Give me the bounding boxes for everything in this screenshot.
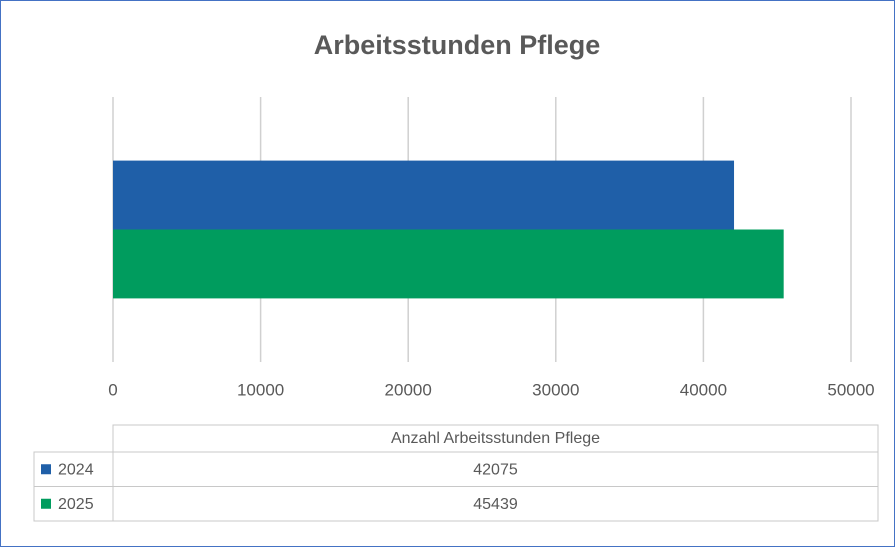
chart-title: Arbeitsstunden Pflege xyxy=(314,30,601,60)
bar xyxy=(113,160,735,230)
legend-label: 2024 xyxy=(58,461,94,478)
legend-label: 2025 xyxy=(58,496,94,513)
x-tick-label: 10000 xyxy=(237,380,284,399)
table-value: 42075 xyxy=(473,461,518,478)
x-tick-label: 30000 xyxy=(532,380,579,399)
legend-key xyxy=(41,498,51,509)
x-tick-label: 0 xyxy=(108,380,117,399)
x-tick-label: 20000 xyxy=(385,380,432,399)
table-value: 45439 xyxy=(473,496,518,513)
x-tick-label: 40000 xyxy=(680,380,727,399)
legend-key xyxy=(41,464,51,475)
x-tick-label: 50000 xyxy=(827,380,874,399)
table-header: Anzahl Arbeitsstunden Pflege xyxy=(391,430,600,447)
table-cell xyxy=(112,486,879,522)
bar xyxy=(113,229,784,299)
